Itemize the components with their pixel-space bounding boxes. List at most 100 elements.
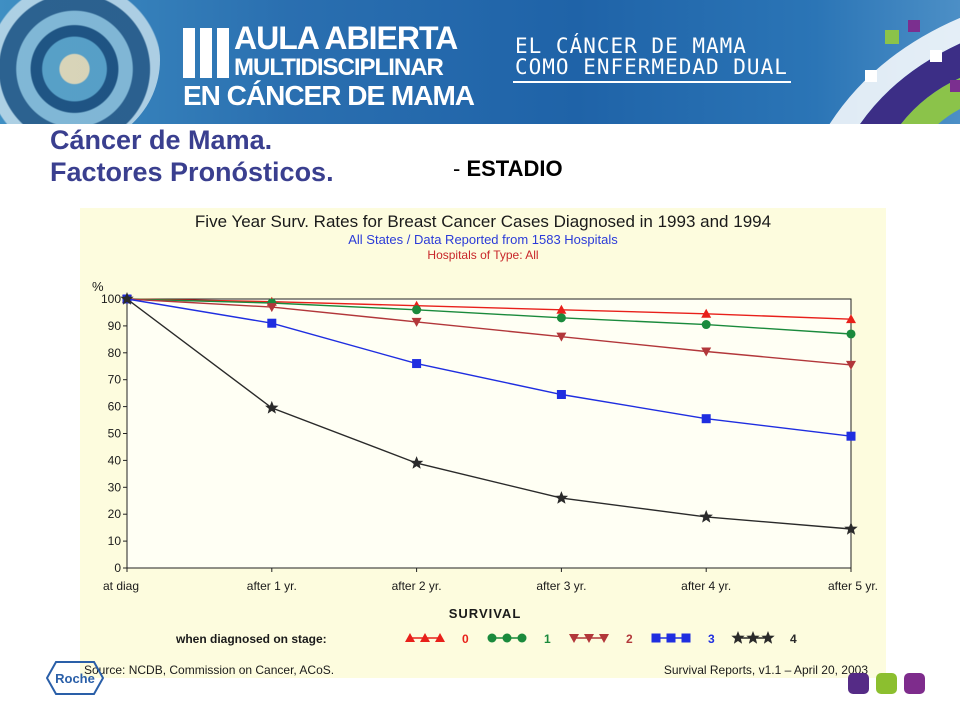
slide-title-line-1: Cáncer de Mama.: [50, 125, 273, 155]
x-tick-label: after 4 yr.: [681, 579, 731, 593]
legend-item-stage-0: 0: [405, 632, 469, 646]
y-tick-label: 60: [108, 400, 122, 414]
data-point: [409, 456, 424, 469]
y-axis-label: %: [92, 279, 104, 294]
slide-title-line-2: Factores Pronósticos.: [50, 157, 334, 187]
mosaic-decoration-right: [829, 17, 960, 124]
y-tick-label: 80: [108, 346, 122, 360]
mosaic-decoration-left: [0, 0, 160, 124]
legend-marker: [517, 633, 527, 643]
data-point: [556, 389, 566, 399]
event-title-underline: [513, 81, 791, 83]
chart-title: Five Year Surv. Rates for Breast Cancer …: [195, 212, 771, 231]
chart-subtitle-1: All States / Data Reported from 1583 Hos…: [348, 232, 618, 247]
data-point: [846, 314, 856, 324]
legend-marker: [435, 633, 445, 642]
data-point: [265, 400, 279, 414]
legend-item-stage-3: 3: [651, 632, 715, 646]
survival-chart: Five Year Surv. Rates for Breast Cancer …: [84, 212, 878, 677]
legend-marker: [681, 633, 691, 643]
y-tick-label: 40: [108, 453, 122, 467]
x-tick-label: after 2 yr.: [392, 579, 442, 593]
chart-source: Source: NCDB, Commission on Cancer, ACoS…: [84, 663, 334, 677]
logo-line-2: MULTIDISCIPLINAR: [234, 54, 444, 81]
slide-title: Cáncer de Mama. Factores Pronósticos.: [50, 124, 334, 188]
y-tick-label: 90: [108, 319, 122, 333]
data-point: [699, 509, 713, 523]
chart-legend: 0 1 2 3 4: [405, 631, 797, 646]
footer-square-violet: [904, 673, 925, 694]
data-point: [846, 329, 856, 339]
data-point: [846, 360, 856, 370]
data-point: [701, 414, 711, 424]
slide-subtitle: - ESTADIO: [453, 156, 563, 182]
legend-item-stage-1: 1: [487, 632, 551, 646]
data-point: [412, 305, 422, 315]
legend-marker: [746, 631, 760, 644]
legend-marker: [487, 633, 497, 643]
legend-marker: [420, 633, 430, 642]
legend-item-stage-4: 4: [731, 631, 797, 646]
data-point: [412, 359, 422, 369]
series-stage-2: [122, 295, 856, 370]
data-point: [844, 522, 858, 535]
series-line: [126, 298, 852, 437]
legend-label: 4: [790, 632, 797, 646]
plot-frame: [126, 298, 852, 569]
legend-marker: [599, 634, 609, 643]
y-tick-label: 70: [108, 373, 122, 387]
data-point: [556, 313, 566, 323]
footer-square-purple: [848, 673, 869, 694]
footer-square-green: [876, 673, 897, 694]
legend-marker: [569, 634, 579, 643]
x-axis-label: SURVIVAL: [449, 606, 522, 621]
data-point: [554, 491, 569, 504]
subtitle-dash: -: [453, 156, 467, 181]
series-line: [126, 298, 852, 530]
event-title-line-2: COMO ENFERMEDAD DUAL: [515, 55, 788, 79]
roche-logo-text: Roche: [55, 671, 95, 686]
data-point: [701, 347, 712, 357]
x-tick-label: after 1 yr.: [247, 579, 297, 593]
data-point: [846, 431, 856, 441]
legend-marker: [405, 633, 415, 642]
chart-subtitle-2: Hospitals of Type: All: [427, 248, 538, 262]
data-point: [701, 320, 711, 330]
y-tick-label: 50: [108, 427, 122, 441]
series-line: [126, 298, 852, 320]
chart-report-info: Survival Reports, v1.1 – April 20, 2003: [664, 663, 868, 677]
roche-logo: Roche: [46, 661, 104, 695]
y-tick-label: 20: [108, 507, 122, 521]
x-tick-label: at diag: [103, 579, 139, 593]
data-point: [266, 303, 277, 313]
logo-line-1: AULA ABIERTA: [234, 20, 458, 56]
data-point: [556, 304, 567, 314]
legend-marker: [584, 634, 594, 643]
legend-marker: [651, 633, 661, 643]
x-tick-label: after 3 yr.: [536, 579, 586, 593]
legend-item-stage-2: 2: [569, 632, 633, 646]
y-tick-label: 30: [108, 480, 122, 494]
series-line: [126, 298, 852, 366]
logo-line-3: EN CÁNCER DE MAMA: [183, 80, 475, 111]
subtitle-text: ESTADIO: [466, 156, 563, 181]
legend-label: 0: [462, 632, 469, 646]
legend-label: 1: [544, 632, 551, 646]
header-banner: AULA ABIERTA MULTIDISCIPLINAR EN CÁNCER …: [0, 0, 960, 124]
legend-marker: [666, 633, 676, 643]
footer-color-squares: [848, 673, 925, 694]
x-tick-label: after 5 yr.: [828, 579, 878, 593]
legend-label: 3: [708, 632, 715, 646]
event-title-line-1: EL CÁNCER DE MAMA: [515, 34, 747, 58]
data-point: [556, 332, 567, 342]
legend-marker: [761, 631, 775, 644]
data-point: [411, 317, 422, 327]
y-tick-label: 10: [108, 534, 122, 548]
chart-series: [120, 292, 858, 535]
data-point: [701, 308, 712, 318]
legend-title: when diagnosed on stage:: [175, 632, 327, 646]
data-point: [120, 292, 134, 305]
legend-marker: [502, 633, 512, 643]
series-line: [126, 298, 852, 335]
data-point: [267, 318, 277, 328]
